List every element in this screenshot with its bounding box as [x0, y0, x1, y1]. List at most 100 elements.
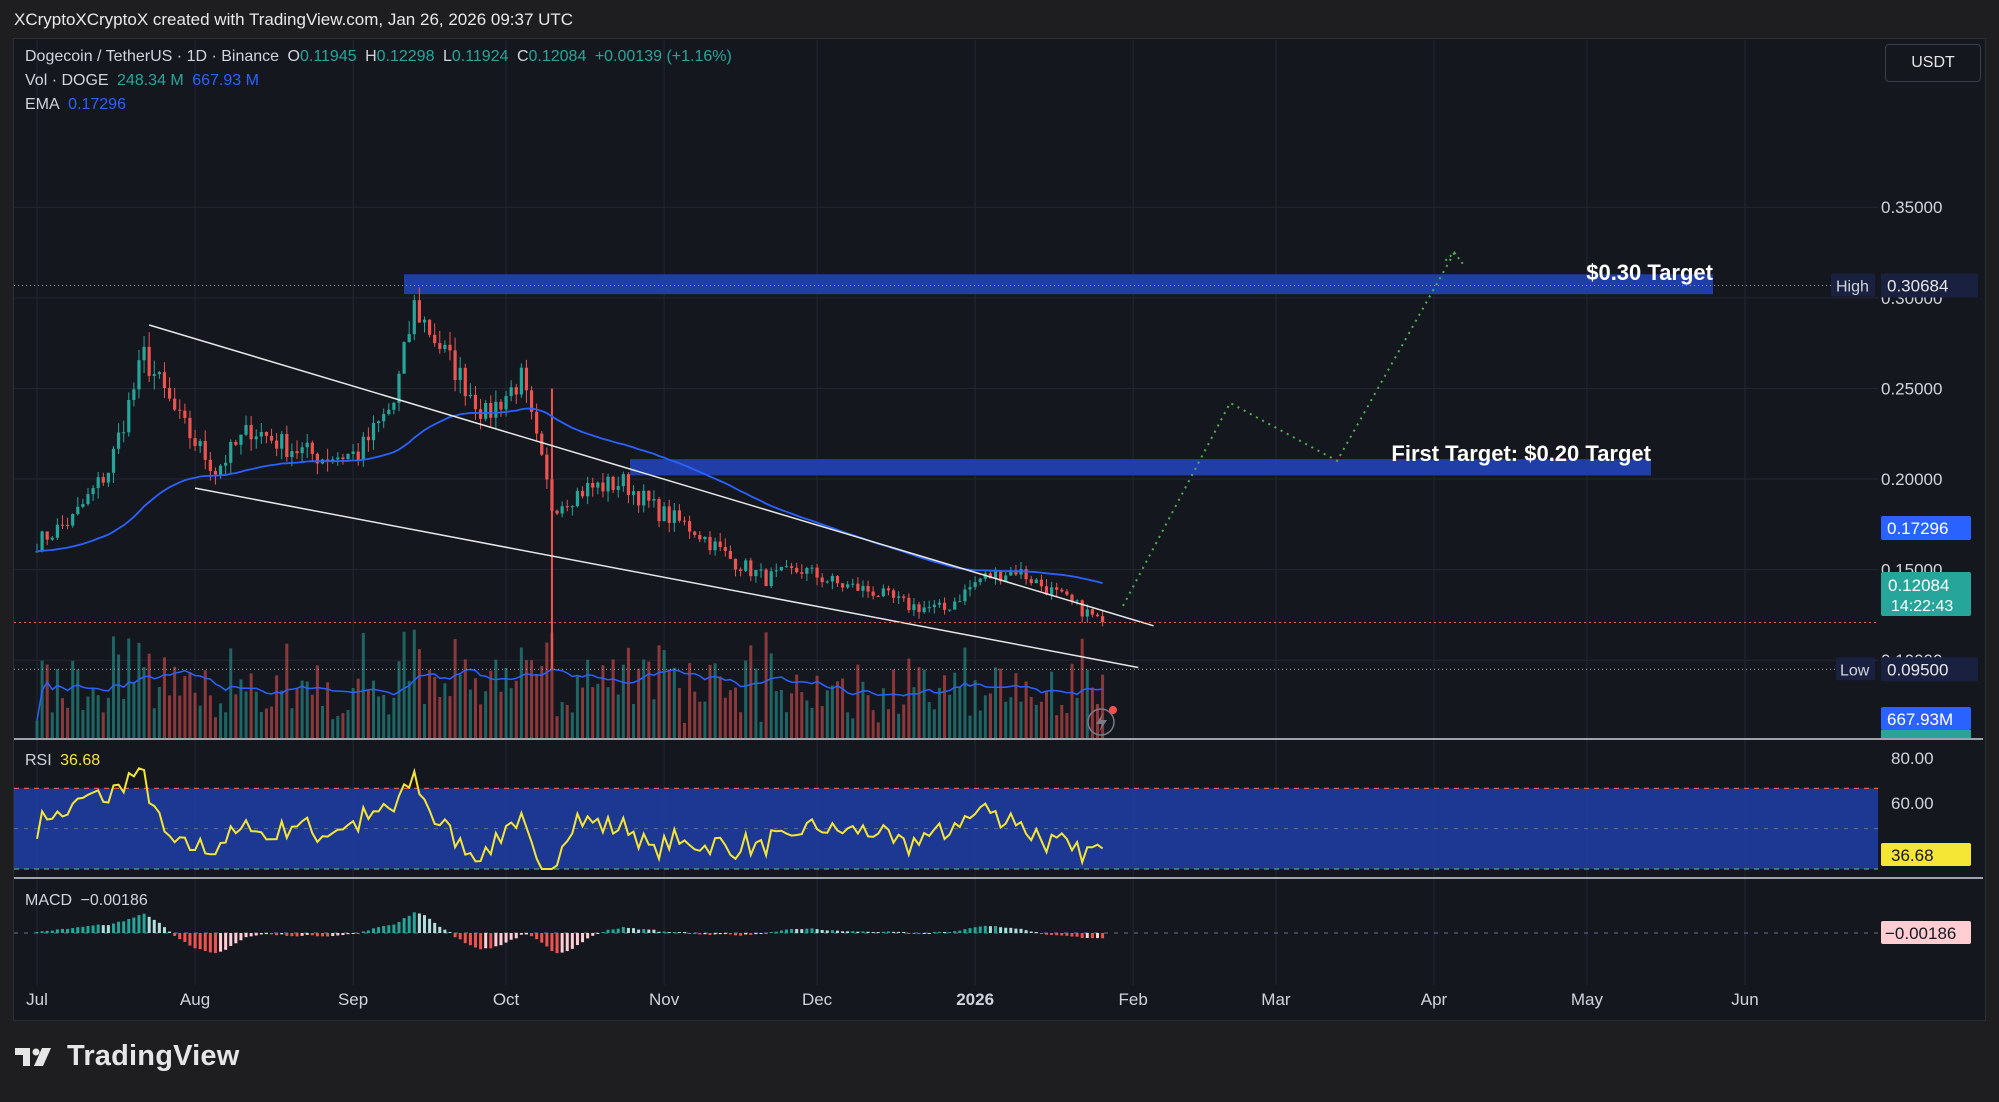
volume-bar [96, 695, 100, 738]
macd-histogram-bar [978, 926, 982, 933]
low-value: 0.11924 [451, 48, 509, 65]
candle-body [300, 447, 304, 454]
last-price-tag: 0.12084 [1888, 576, 1949, 595]
macd-histogram-bar [392, 924, 396, 933]
macd-histogram-bar [280, 933, 284, 935]
volume-label: Vol · DOGE [25, 72, 109, 89]
volume-bar [519, 647, 523, 738]
volume-bar [249, 673, 253, 738]
candle-body [881, 588, 885, 597]
volume-bar [932, 709, 936, 738]
volume-bar [912, 687, 916, 738]
volume-bar [994, 667, 998, 738]
volume-bar [800, 692, 804, 738]
volume-bar [683, 722, 687, 738]
macd-histogram-bar [912, 933, 916, 934]
candle-body [800, 572, 804, 574]
volume-bar [173, 666, 177, 738]
macd-histogram-bar [861, 931, 865, 933]
candle-body [851, 583, 855, 585]
candle-body [637, 491, 641, 506]
volume-bar [754, 668, 758, 738]
macd-histogram-bar [703, 933, 707, 935]
volume-bar [254, 691, 258, 738]
time-tick-label: May [1571, 990, 1604, 1009]
candle-body [346, 453, 350, 460]
replay-icon-dot [1109, 706, 1117, 714]
time-axis: Jul Aug Sep Oct Nov Dec 2026 Feb Mar Apr May Jun [26, 990, 1759, 1009]
candle-body [198, 441, 202, 446]
macd-histogram-bar [219, 933, 223, 952]
macd-histogram-bar [677, 932, 681, 933]
macd-label: MACD [25, 892, 73, 909]
volume-bar [728, 690, 732, 738]
candle-body [356, 451, 360, 460]
macd-histogram-bar [892, 931, 896, 933]
volume-bar [504, 667, 508, 738]
time-tick-label: Sep [338, 990, 368, 1009]
wedge-lower-line [194, 487, 1139, 669]
macd-histogram-bar [943, 931, 947, 933]
volume-bar [290, 708, 294, 738]
macd-histogram-bar [142, 913, 146, 933]
macd-histogram-bar [198, 933, 202, 950]
macd-histogram-bar [55, 929, 59, 933]
volume-bar [1075, 697, 1079, 738]
volume-bar [596, 683, 600, 738]
macd-histogram-bar [1090, 933, 1094, 939]
candle-body [203, 441, 207, 460]
candle-body [55, 524, 59, 538]
candle-body [1060, 589, 1064, 592]
rsi-value: 36.68 [60, 752, 101, 769]
macd-histogram-bar [866, 931, 870, 933]
volume-bar [545, 642, 549, 738]
volume-bar [208, 695, 212, 738]
macd-histogram-bar [433, 922, 437, 933]
macd-histogram-bar [1055, 933, 1059, 936]
candle-body [993, 570, 998, 579]
candle-body [565, 506, 569, 508]
projection-path [1122, 252, 1456, 607]
volume-bar [137, 642, 141, 738]
macd-histogram-bar [60, 928, 64, 933]
candle-body [769, 571, 773, 586]
candle-body [468, 394, 472, 397]
candle-body [891, 590, 896, 598]
currency-selector-button[interactable]: USDT [1885, 44, 1981, 82]
volume-bar [239, 679, 243, 738]
candle-body [458, 367, 462, 381]
candle-body [387, 409, 391, 415]
volume-bar [805, 700, 809, 738]
candle-body [234, 441, 238, 445]
candle-body [407, 334, 411, 343]
macd-histogram-bar [213, 933, 217, 953]
volume-bar [718, 676, 722, 738]
volume-bar [851, 718, 855, 738]
candle-body [254, 436, 258, 440]
candle-body [871, 591, 875, 596]
candle-body [744, 560, 748, 571]
candle-body [876, 595, 880, 597]
macd-histogram-bar [616, 928, 620, 933]
macd-histogram-bar [346, 933, 350, 935]
candle-body [188, 417, 192, 439]
volume-bar [382, 694, 386, 738]
macd-histogram-bar [667, 932, 671, 933]
rsi-pane [14, 767, 1878, 870]
volume-bar [361, 632, 365, 738]
volume-bar [468, 689, 472, 738]
volume-bar [407, 680, 411, 738]
macd-histogram-bar [815, 929, 819, 933]
volume-bar [652, 699, 656, 738]
volume-bar [835, 681, 839, 738]
volume-bar [417, 649, 421, 738]
macd-histogram-bar [509, 933, 513, 940]
candle-body [810, 567, 814, 569]
macd-histogram-bar [356, 933, 360, 934]
volume-bar [499, 691, 503, 738]
macd-histogram-bar [402, 918, 406, 933]
volume-bar [315, 665, 319, 738]
candle-body [65, 525, 70, 527]
volume-bar [632, 703, 636, 738]
